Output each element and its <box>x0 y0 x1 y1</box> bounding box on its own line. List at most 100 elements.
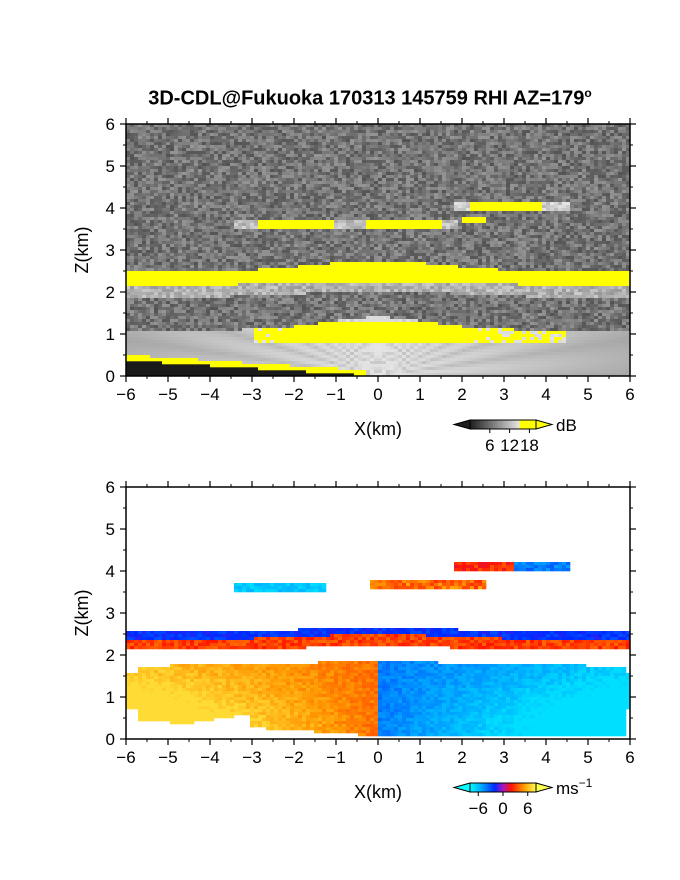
top-field-cell <box>178 199 183 203</box>
top-field-cell <box>490 187 495 191</box>
top-field-cell <box>466 190 471 194</box>
top-field-cell <box>454 175 459 179</box>
top-field-cell <box>582 127 587 131</box>
top-field-cell <box>170 145 175 149</box>
top-field-cell <box>350 190 355 194</box>
top-field-cell <box>566 166 571 170</box>
top-field-cell <box>510 193 515 197</box>
top-field-cell <box>494 208 499 212</box>
top-field-cell <box>566 124 571 128</box>
top-field-cell <box>222 211 227 215</box>
top-field-cell <box>502 169 507 173</box>
top-field-cell <box>510 151 515 155</box>
top-field-cell <box>166 178 171 182</box>
top-field-cell <box>206 205 211 209</box>
top-field-cell <box>330 199 335 203</box>
top-field-cell <box>402 181 407 185</box>
top-field-cell <box>162 151 167 155</box>
top-field-cell <box>414 142 419 146</box>
top-field-cell <box>506 217 511 221</box>
top-field-cell <box>130 160 135 164</box>
top-field-cell <box>182 235 187 239</box>
top-field-cell <box>538 229 543 233</box>
top-field-cell <box>286 145 291 149</box>
top-field-cell <box>494 196 499 200</box>
top-field-cell <box>198 214 203 218</box>
top-field-cell <box>282 196 287 200</box>
top-field-cell <box>266 223 271 227</box>
top-field-cell <box>370 202 375 206</box>
top-field-cell <box>470 184 475 188</box>
top-field-cell <box>558 238 563 242</box>
top-field-cell <box>378 184 383 188</box>
top-field-cell <box>610 139 615 143</box>
top-field-cell <box>558 214 563 218</box>
top-field-cell <box>506 229 511 233</box>
top-field-cell <box>198 220 203 224</box>
top-field-cell <box>582 178 587 182</box>
top-field-cell <box>382 217 387 221</box>
top-field-cell <box>158 163 163 167</box>
top-field-cell <box>330 148 335 152</box>
top-field-cell <box>482 178 487 182</box>
top-field-cell <box>370 136 375 140</box>
top-field-cell <box>406 175 411 179</box>
top-field-cell <box>242 208 247 212</box>
top-field-cell <box>218 214 223 218</box>
top-field-cell <box>166 214 171 218</box>
top-field-cell <box>426 124 431 128</box>
top-field-cell <box>170 154 175 158</box>
top-field-cell <box>486 157 491 161</box>
top-field-cell <box>342 199 347 203</box>
top-field-cell <box>446 133 451 137</box>
top-field-cell <box>210 214 215 218</box>
top-field-cell <box>330 142 335 146</box>
top-field-cell <box>434 196 439 200</box>
top-field-cell <box>190 217 195 221</box>
top-field-cell <box>370 199 375 203</box>
top-field-cell <box>314 220 319 224</box>
top-field-cell <box>198 175 203 179</box>
top-field-cell <box>254 127 259 131</box>
top-field-cell <box>586 154 591 158</box>
top-field-cell <box>450 223 455 227</box>
top-field-cell <box>502 208 507 212</box>
top-field-cell <box>214 142 219 146</box>
top-field-cell <box>454 202 459 206</box>
top-field-cell <box>426 211 431 215</box>
top-field-cell <box>298 241 303 245</box>
top-field-cell <box>506 223 511 227</box>
top-field-cell <box>602 223 607 227</box>
top-field-cell <box>514 211 519 215</box>
top-field-cell <box>134 202 139 206</box>
top-field-cell <box>518 139 523 143</box>
top-field-cell <box>394 166 399 170</box>
top-field-cell <box>522 145 527 149</box>
top-field-cell <box>490 127 495 131</box>
top-field-cell <box>214 187 219 191</box>
top-field-cell <box>610 220 615 224</box>
top-field-cell <box>146 184 151 188</box>
top-field-cell <box>130 154 135 158</box>
top-field-cell <box>138 157 143 161</box>
top-field-cell <box>366 217 371 221</box>
top-field-cell <box>446 172 451 176</box>
top-field-cell <box>218 184 223 188</box>
top-field-cell <box>438 211 443 215</box>
top-field-cell <box>238 154 243 158</box>
top-field-cell <box>498 220 503 224</box>
top-field-cell <box>450 157 455 161</box>
top-field-cell <box>202 175 207 179</box>
top-field-cell <box>290 202 295 206</box>
top-field-cell <box>362 181 367 185</box>
top-field-cell <box>374 232 379 236</box>
top-field-cell <box>294 220 299 224</box>
top-field-cell <box>494 124 499 128</box>
top-field-cell <box>526 199 531 203</box>
top-field-cell <box>234 169 239 173</box>
top-field-cell <box>494 181 499 185</box>
top-field-cell <box>214 196 219 200</box>
top-field-cell <box>294 184 299 188</box>
top-field-cell <box>226 226 231 230</box>
top-field-cell <box>262 211 267 215</box>
